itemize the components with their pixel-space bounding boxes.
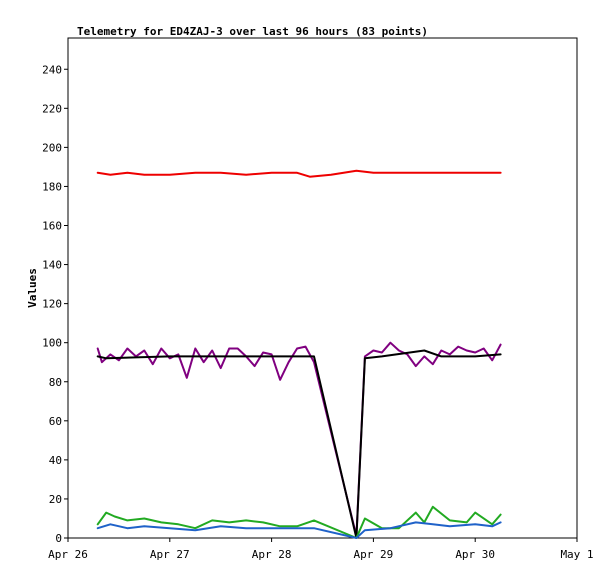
x-axis: Apr 26 Apr 27 Apr 28 Apr 29 Apr 30 May 1 bbox=[48, 538, 594, 561]
x-tick-label: Apr 27 bbox=[150, 548, 190, 561]
y-tick-label: 140 bbox=[42, 259, 62, 272]
y-tick-label: 160 bbox=[42, 220, 62, 233]
y-tick-label: 80 bbox=[49, 376, 62, 389]
x-tick-label: May 1 bbox=[560, 548, 593, 561]
series-line-2 bbox=[96, 341, 502, 537]
y-tick-label: 220 bbox=[42, 102, 62, 115]
x-tick-label: Apr 28 bbox=[252, 548, 292, 561]
y-tick-label: 20 bbox=[49, 493, 62, 506]
y-tick-label: 120 bbox=[42, 298, 62, 311]
y-tick-label: 200 bbox=[42, 141, 62, 154]
chart-title: Telemetry for ED4ZAJ-3 over last 96 hour… bbox=[77, 25, 428, 38]
y-axis-title: Values bbox=[26, 268, 39, 308]
plot-area bbox=[67, 37, 578, 539]
y-tick-label: 60 bbox=[49, 415, 62, 428]
series-line-3 bbox=[96, 349, 502, 539]
y-tick-label: 240 bbox=[42, 63, 62, 76]
x-tick-label: Apr 29 bbox=[354, 548, 394, 561]
series-line-5 bbox=[96, 521, 502, 539]
y-tick-label: 40 bbox=[49, 454, 62, 467]
series-line-1 bbox=[96, 169, 502, 178]
y-axis: 0 20 40 60 80 100 120 140 160 180 200 220 240 bbox=[42, 63, 68, 545]
series-line-4 bbox=[96, 505, 502, 539]
series-lines bbox=[96, 169, 502, 539]
x-tick-label: Apr 30 bbox=[455, 548, 495, 561]
x-tick-label: Apr 26 bbox=[48, 548, 88, 561]
y-tick-label: 180 bbox=[42, 180, 62, 193]
y-tick-label: 100 bbox=[42, 337, 62, 350]
y-tick-label: 0 bbox=[55, 532, 62, 545]
